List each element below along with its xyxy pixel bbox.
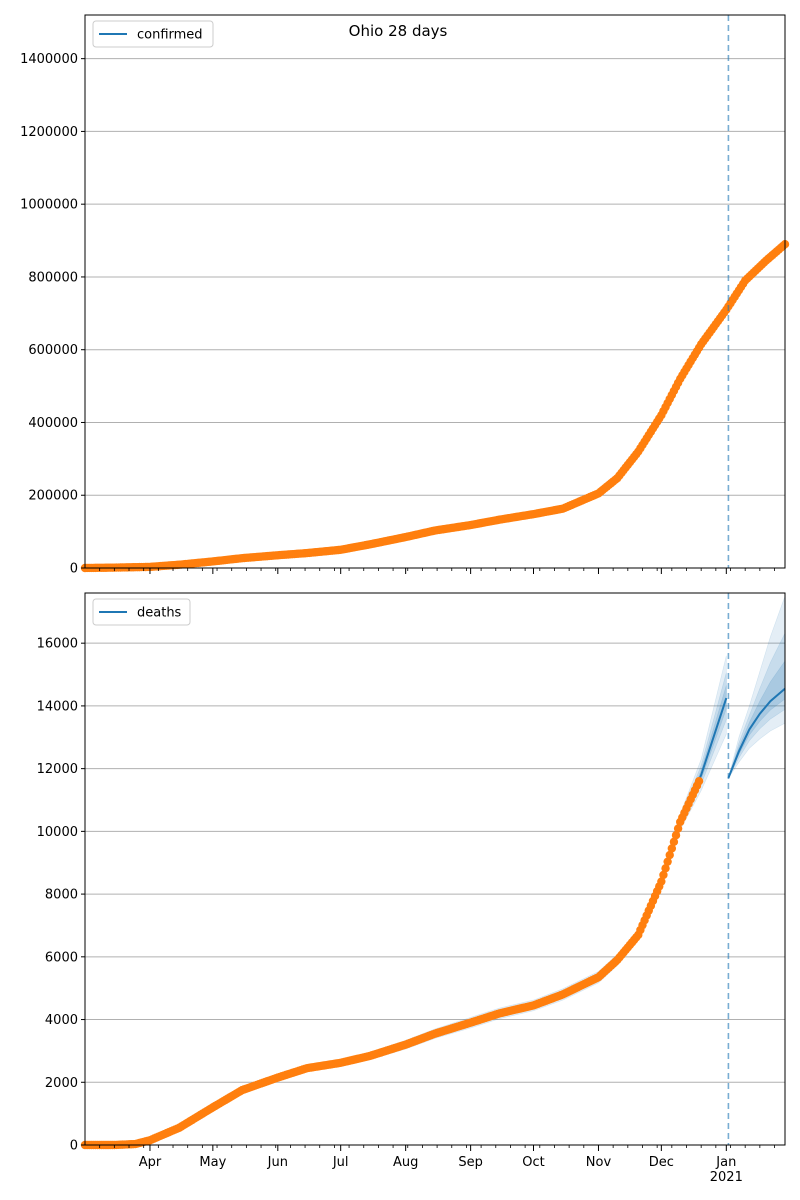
deaths-gridlines [85, 642, 785, 1146]
legend-label-deaths: deaths [137, 606, 182, 621]
x-tick-label: Nov [586, 1155, 612, 1170]
x-tick-label: Sep [458, 1155, 483, 1170]
uncertainty-band [85, 672, 727, 1146]
x-tick-label: May [199, 1155, 226, 1170]
uncertainty-band [85, 655, 727, 1146]
y-tick-label: 12000 [37, 762, 78, 777]
y-tick-label: 1200000 [20, 125, 78, 140]
data-point [659, 870, 668, 880]
y-tick-label: 4000 [45, 1013, 78, 1028]
x-tick-label: Oct [522, 1155, 544, 1170]
y-tick-label: 8000 [45, 888, 78, 903]
confirmed-axes-frame [84, 14, 786, 569]
confirmed-points [80, 240, 790, 573]
confirmed-legend: confirmed [92, 20, 214, 48]
y-tick-label: 600000 [28, 343, 78, 358]
deaths-points [80, 776, 704, 1150]
data-point [667, 844, 677, 853]
data-point [657, 877, 666, 886]
x-tick-label: Jun [267, 1155, 288, 1170]
y-tick-label: 6000 [45, 950, 78, 965]
confirmed-panel: 0 200000 400000 600000 800000 1000000 1200000 1… [20, 14, 790, 577]
x-tick-label: Jul [332, 1155, 349, 1170]
y-tick-label: 10000 [37, 825, 78, 840]
y-tick-label: 800000 [28, 270, 78, 285]
data-point [665, 850, 674, 860]
y-tick-label: 0 [70, 1139, 78, 1154]
uncertainty-band [85, 685, 727, 1146]
legend-box [92, 20, 214, 48]
chart-title: Ohio 28 days [349, 22, 448, 40]
legend-box [92, 598, 191, 626]
deaths-y-ticks: 0 2000 4000 6000 8000 10000 12000 14000 16000 [37, 637, 85, 1154]
deaths-lines [85, 687, 786, 1146]
x-tick-label: 2021 [710, 1170, 743, 1185]
legend-label-confirmed: confirmed [137, 28, 203, 43]
deaths-axes-frame [84, 592, 786, 1146]
y-tick-label: 0 [70, 562, 78, 577]
y-tick-label: 200000 [28, 489, 78, 504]
deaths-panel: 0 2000 4000 6000 8000 10000 12000 14000 16000 Ap… [37, 592, 786, 1185]
confirmed-y-ticks: 0 200000 400000 600000 800000 1000000 1200000 1… [20, 52, 85, 577]
x-tick-label: Dec [649, 1155, 674, 1170]
y-tick-label: 1000000 [20, 198, 78, 213]
data-point [669, 837, 679, 847]
data-point [694, 776, 704, 786]
confirmed-gridlines [85, 58, 785, 569]
data-point [661, 864, 670, 873]
data-point [671, 831, 681, 840]
deaths-bands [85, 596, 786, 1146]
model-line [85, 697, 728, 1146]
confirmed-x-ticks [99, 568, 775, 574]
y-tick-label: 400000 [28, 416, 78, 431]
x-tick-label: Apr [139, 1155, 162, 1170]
x-tick-label: Aug [393, 1155, 418, 1170]
y-tick-label: 1400000 [20, 52, 78, 67]
y-tick-label: 2000 [45, 1076, 78, 1091]
data-point [663, 857, 672, 866]
x-tick-label: Jan [715, 1155, 736, 1170]
data-point [673, 824, 683, 833]
deaths-legend: deaths [92, 598, 191, 626]
y-tick-label: 16000 [37, 637, 78, 652]
model-line [727, 687, 786, 779]
y-tick-label: 14000 [37, 699, 78, 714]
